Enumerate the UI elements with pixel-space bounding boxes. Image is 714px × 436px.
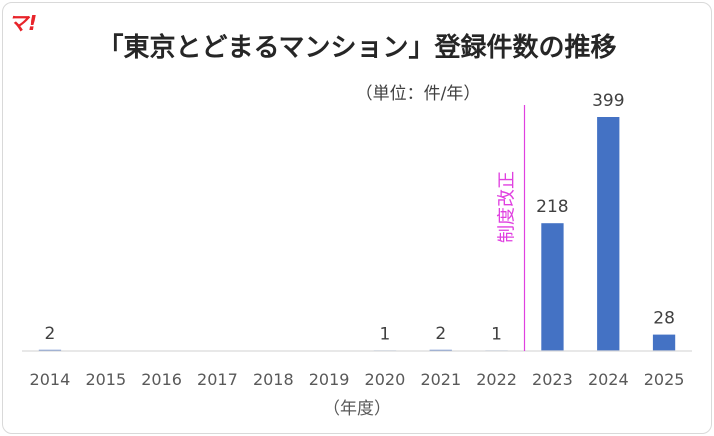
data-label-2020: 1 — [379, 324, 390, 344]
bar-2025 — [652, 334, 676, 351]
chart-title: 「東京とどまるマンション」登録件数の推移 — [98, 32, 617, 63]
tick-label-2021: 2021 — [420, 370, 461, 389]
data-label-2022: 1 — [491, 324, 502, 344]
tick-label-2016: 2016 — [141, 370, 182, 389]
tick-label-2018: 2018 — [253, 370, 294, 389]
tick-label-2019: 2019 — [309, 370, 350, 389]
data-labels: 2 1 2 1 218 399 28 — [44, 91, 674, 344]
data-label-2014: 2 — [44, 324, 55, 344]
tick-label-2022: 2022 — [476, 370, 517, 389]
tick-label-2020: 2020 — [365, 370, 406, 389]
bar-series — [38, 117, 676, 351]
annotation-label: 制度改正 — [497, 171, 518, 243]
data-label-2023: 218 — [536, 197, 568, 217]
data-label-2025: 28 — [653, 309, 675, 329]
site-logo: マ! — [8, 11, 37, 35]
data-label-2024: 399 — [592, 91, 624, 111]
bar-2024 — [597, 117, 620, 351]
tick-label-2025: 2025 — [644, 370, 685, 389]
x-tick-labels: 2014 2015 2016 2017 2018 2019 2020 2021 2022 2023… — [30, 370, 685, 389]
unit-note: （単位：件/年） — [356, 84, 481, 104]
tick-label-2014: 2014 — [30, 370, 71, 389]
bar-2023 — [541, 223, 564, 351]
tick-label-2015: 2015 — [85, 370, 126, 389]
tick-label-2024: 2024 — [588, 370, 629, 389]
data-label-2021: 2 — [435, 324, 446, 344]
tick-label-2017: 2017 — [197, 370, 238, 389]
tick-label-2023: 2023 — [532, 370, 573, 389]
x-axis-label: （年度） — [323, 399, 391, 419]
